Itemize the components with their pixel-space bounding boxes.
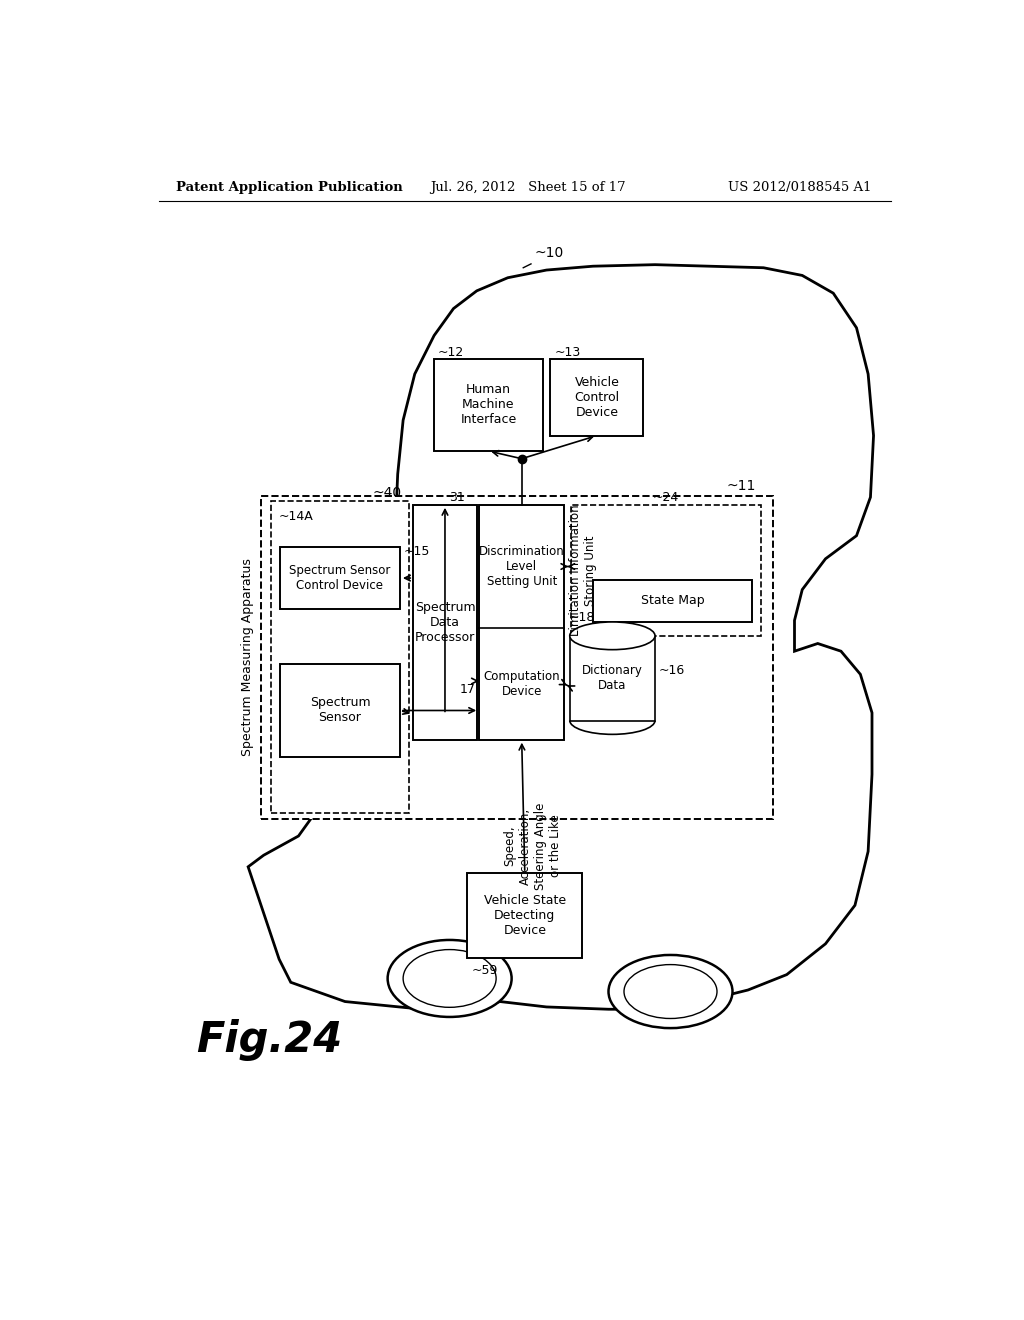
Text: ~10: ~10	[535, 246, 564, 260]
Text: ~59: ~59	[471, 964, 498, 977]
FancyBboxPatch shape	[434, 359, 543, 451]
Text: Spectrum Measuring Apparatus: Spectrum Measuring Apparatus	[241, 558, 254, 756]
Text: Vehicle State
Detecting
Device: Vehicle State Detecting Device	[483, 894, 566, 937]
FancyBboxPatch shape	[569, 636, 655, 721]
Text: Discrimination
Level
Setting Unit: Discrimination Level Setting Unit	[479, 545, 564, 587]
Text: Human
Machine
Interface: Human Machine Interface	[460, 383, 516, 426]
Text: ~16: ~16	[658, 664, 685, 677]
Text: State Map: State Map	[641, 594, 705, 607]
Text: Jul. 26, 2012   Sheet 15 of 17: Jul. 26, 2012 Sheet 15 of 17	[430, 181, 626, 194]
Text: Spectrum Sensor
Control Device: Spectrum Sensor Control Device	[289, 564, 390, 593]
Text: Fig.24: Fig.24	[197, 1019, 342, 1061]
FancyBboxPatch shape	[261, 496, 773, 818]
FancyBboxPatch shape	[467, 873, 583, 958]
Ellipse shape	[569, 622, 655, 649]
FancyBboxPatch shape	[271, 502, 410, 813]
FancyBboxPatch shape	[550, 359, 643, 436]
Text: US 2012/0188545 A1: US 2012/0188545 A1	[728, 181, 872, 194]
Text: ~18: ~18	[568, 611, 595, 624]
FancyBboxPatch shape	[280, 664, 400, 756]
Ellipse shape	[608, 954, 732, 1028]
Text: ~14A: ~14A	[280, 511, 314, 523]
Text: Vehicle
Control
Device: Vehicle Control Device	[574, 376, 620, 418]
Text: Speed,
Acceleration,
Steering Angle
or the Like: Speed, Acceleration, Steering Angle or t…	[504, 803, 561, 890]
Text: Spectrum
Sensor: Spectrum Sensor	[309, 697, 371, 725]
Text: ~12: ~12	[438, 346, 464, 359]
FancyBboxPatch shape	[479, 506, 564, 739]
Text: 31: 31	[449, 491, 465, 504]
Polygon shape	[248, 264, 873, 1010]
FancyBboxPatch shape	[571, 506, 761, 636]
FancyBboxPatch shape	[593, 579, 752, 622]
Text: ~11: ~11	[726, 479, 756, 494]
Text: ~24: ~24	[653, 491, 679, 504]
FancyBboxPatch shape	[280, 548, 400, 609]
Text: Limitation Information
Storing Unit: Limitation Information Storing Unit	[569, 504, 597, 636]
Text: Dictionary
Data: Dictionary Data	[582, 664, 643, 692]
Text: ~40: ~40	[373, 486, 401, 500]
Text: Spectrum
Data
Processor: Spectrum Data Processor	[415, 601, 475, 644]
Text: ~13: ~13	[554, 346, 581, 359]
Text: ~15: ~15	[403, 545, 430, 558]
Text: Patent Application Publication: Patent Application Publication	[176, 181, 402, 194]
Text: Computation
Device: Computation Device	[483, 671, 560, 698]
Ellipse shape	[388, 940, 512, 1016]
FancyBboxPatch shape	[414, 506, 477, 739]
Text: 17: 17	[460, 684, 475, 696]
